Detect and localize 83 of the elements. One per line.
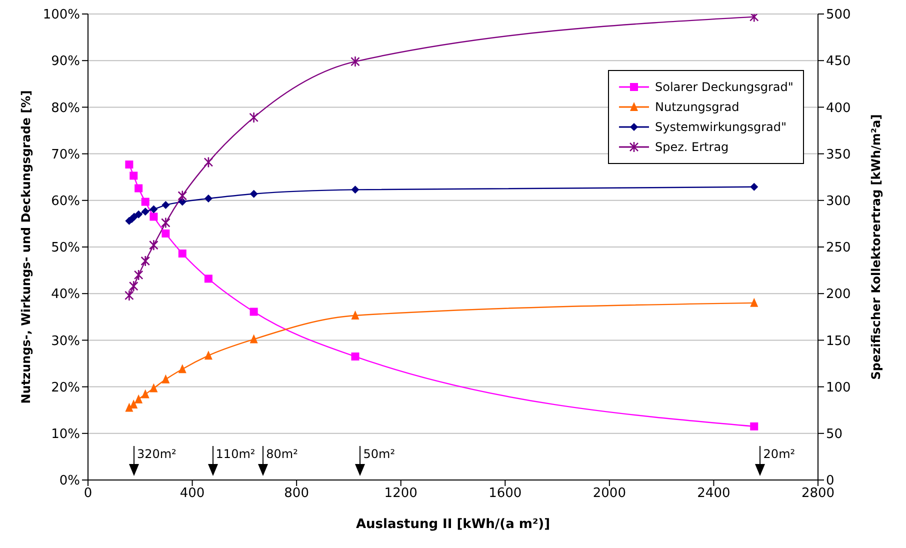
point [162,201,170,210]
x-tick-label: 2400 [697,486,730,502]
point [150,383,158,392]
y2-tick-label: 500 [826,8,851,23]
y2-tick-label: 200 [826,287,851,302]
point [750,182,758,191]
point [204,156,214,168]
point [178,364,186,374]
point [250,190,258,198]
annotation: 80m² [266,447,298,461]
point [134,394,143,404]
point [134,269,144,281]
point [150,205,158,214]
point [128,280,138,292]
legend-label: Spez. Ertrag [655,140,729,154]
y2-tick-label: 300 [826,194,851,210]
point [750,298,758,307]
point [130,172,138,180]
annotation: 110m² [216,447,256,461]
point [351,352,360,361]
y-tick-label: 0% [59,474,80,489]
point [351,186,360,194]
x-tick-label: 1200 [384,486,418,502]
y2-tick-label: 100 [826,380,851,396]
x-tick-label: 0 [84,486,92,502]
point [130,400,138,409]
annotation: 320m² [136,447,176,461]
x-tick-label: 1600 [488,486,522,502]
legend-label: Systemwirkungsgrad" [655,120,787,134]
point [178,250,186,258]
point [150,212,158,221]
y2-tick-label: 450 [826,54,851,70]
point [149,239,158,251]
x-tick-label: 400 [180,486,205,502]
y-tick-label: 50% [51,240,80,256]
y2-tick-label: 250 [826,240,851,256]
point [178,190,188,202]
annotation: 50m² [363,447,396,461]
point [204,274,212,283]
y-tick-label: 80% [51,100,80,116]
x-tick-label: 800 [284,486,309,502]
point [125,402,134,412]
y2-tick-label: 400 [826,100,851,116]
x-axis-title: Auslastung II [kWh/(a m²)] [356,517,550,532]
y-axis-title: Nutzungs-, Wirkungs- und Deckungsgrade [%] [19,90,33,404]
y-tick-label: 10% [51,427,80,442]
point [161,217,170,228]
annotation: 20m² [763,447,796,461]
point [162,374,170,384]
point [250,308,258,316]
x-tick-label: 2800 [801,486,835,502]
point [350,56,360,68]
point [130,212,138,221]
point [140,255,150,267]
point [162,229,170,238]
y2-tick-label: 0 [826,474,834,489]
point [141,389,150,398]
point [141,208,150,216]
y-tick-label: 60% [51,194,80,210]
y-tick-label: 20% [51,380,80,396]
point [750,422,758,430]
point [204,350,212,360]
point [134,210,143,218]
y-tick-label: 30% [51,334,80,349]
point [249,112,258,124]
legend-label: Nutzungsgrad [655,100,740,114]
point [351,310,360,320]
y2-tick-label: 50 [826,427,843,442]
point [125,160,134,169]
y-tick-label: 90% [51,54,80,70]
y-tick-label: 40% [51,287,80,302]
legend-label: Solarer Deckungsgrad" [655,80,794,94]
y-tick-label: 70% [51,147,80,162]
y2-axis-title: Spezifischer Kollektorertrag [kWh/m²a] [869,114,883,380]
point [134,184,143,192]
y2-tick-label: 350 [826,147,851,162]
point [124,290,134,302]
point [250,334,258,344]
point [141,198,150,206]
x-tick-label: 2000 [592,486,626,502]
y2-tick-label: 150 [826,334,851,349]
y-tick-label: 100% [42,8,80,23]
point [204,194,212,203]
